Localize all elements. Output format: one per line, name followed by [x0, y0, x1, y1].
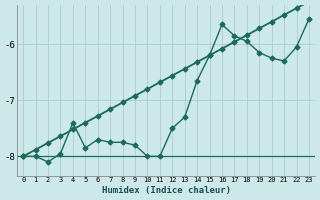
X-axis label: Humidex (Indice chaleur): Humidex (Indice chaleur)	[101, 186, 231, 195]
